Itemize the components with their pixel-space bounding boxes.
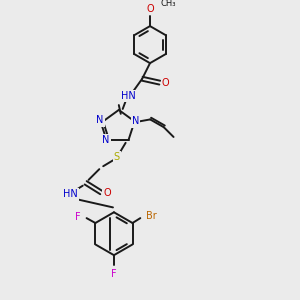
Text: N: N bbox=[103, 135, 110, 145]
Text: HN: HN bbox=[121, 91, 136, 101]
Text: O: O bbox=[103, 188, 111, 197]
Text: F: F bbox=[111, 269, 117, 279]
Text: S: S bbox=[114, 152, 120, 162]
Text: O: O bbox=[162, 78, 170, 88]
Text: O: O bbox=[146, 4, 154, 14]
Text: N: N bbox=[96, 116, 104, 125]
Text: Br: Br bbox=[146, 211, 156, 221]
Text: HN: HN bbox=[63, 190, 77, 200]
Text: N: N bbox=[132, 116, 139, 126]
Text: CH₃: CH₃ bbox=[161, 0, 176, 8]
Text: F: F bbox=[75, 212, 81, 222]
